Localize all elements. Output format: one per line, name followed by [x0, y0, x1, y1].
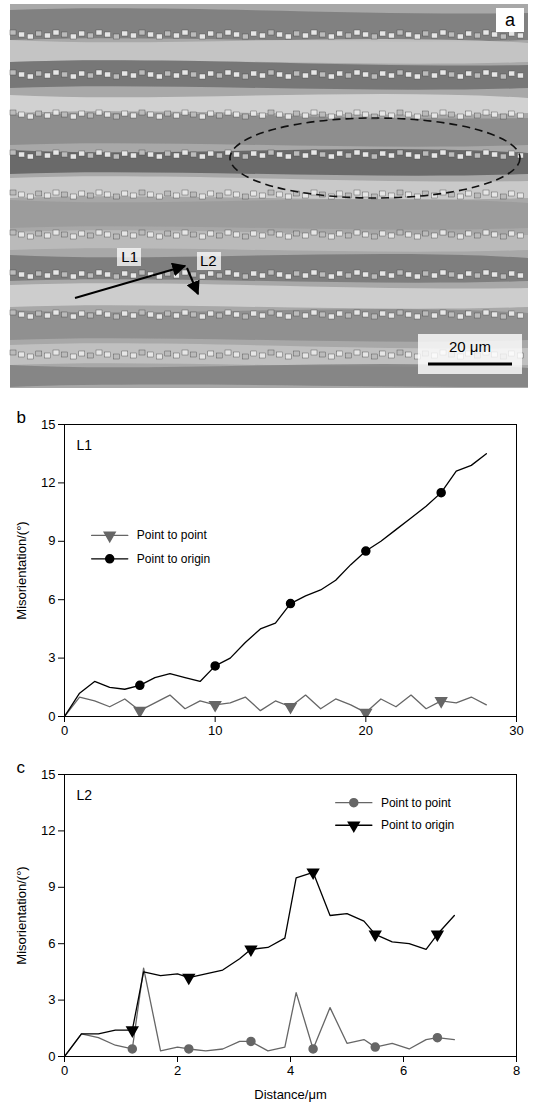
- svg-text:L1: L1: [77, 437, 93, 453]
- svg-text:a: a: [505, 10, 516, 30]
- svg-text:6: 6: [48, 936, 55, 951]
- svg-text:9: 9: [48, 879, 55, 894]
- svg-text:Point to point: Point to point: [137, 528, 208, 542]
- svg-text:Point to point: Point to point: [381, 796, 452, 810]
- svg-text:4: 4: [287, 1063, 294, 1078]
- svg-text:0: 0: [48, 1049, 55, 1064]
- svg-text:Misorientation/(°): Misorientation/(°): [14, 521, 29, 619]
- svg-text:Point to origin: Point to origin: [381, 818, 454, 832]
- svg-text:6: 6: [400, 1063, 407, 1078]
- svg-text:6: 6: [48, 592, 55, 607]
- svg-text:L2: L2: [200, 252, 217, 269]
- svg-text:Misorientation/(°): Misorientation/(°): [14, 866, 29, 964]
- svg-text:12: 12: [41, 475, 55, 490]
- svg-text:L2: L2: [77, 787, 93, 803]
- svg-text:Distance/μm: Distance/μm: [254, 1087, 327, 1102]
- svg-text:20: 20: [359, 723, 373, 738]
- svg-text:15: 15: [41, 767, 55, 782]
- svg-text:0: 0: [61, 1063, 68, 1078]
- svg-text:30: 30: [509, 723, 523, 738]
- svg-text:15: 15: [41, 417, 55, 432]
- svg-text:2: 2: [174, 1063, 181, 1078]
- svg-text:9: 9: [48, 533, 55, 548]
- svg-text:b: b: [17, 408, 26, 427]
- svg-text:L1: L1: [121, 248, 138, 265]
- svg-text:3: 3: [48, 992, 55, 1007]
- svg-text:Point to origin: Point to origin: [137, 552, 210, 566]
- svg-text:8: 8: [513, 1063, 520, 1078]
- svg-text:0: 0: [48, 709, 55, 724]
- svg-text:0: 0: [61, 723, 68, 738]
- svg-text:10: 10: [208, 723, 222, 738]
- svg-text:12: 12: [41, 823, 55, 838]
- svg-text:c: c: [17, 758, 26, 777]
- svg-text:20 μm: 20 μm: [449, 338, 491, 355]
- svg-text:3: 3: [48, 650, 55, 665]
